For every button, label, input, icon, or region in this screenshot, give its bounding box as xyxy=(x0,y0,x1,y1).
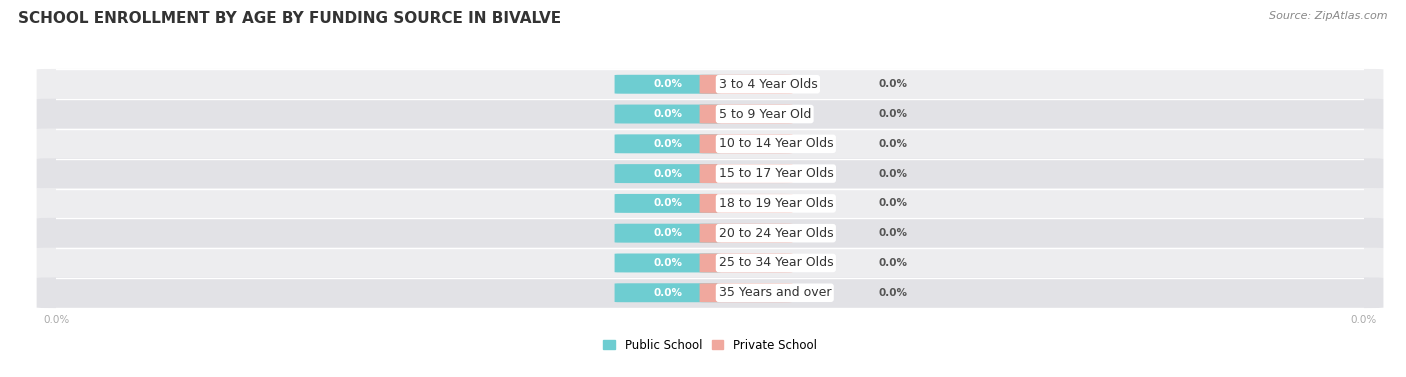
FancyBboxPatch shape xyxy=(37,188,1384,219)
Text: 0.0%: 0.0% xyxy=(879,79,908,89)
FancyBboxPatch shape xyxy=(700,134,793,153)
Text: 18 to 19 Year Olds: 18 to 19 Year Olds xyxy=(718,197,834,210)
FancyBboxPatch shape xyxy=(37,277,1384,308)
Text: 0.0%: 0.0% xyxy=(879,258,908,268)
Text: 0.0%: 0.0% xyxy=(879,198,908,208)
Text: 35 Years and over: 35 Years and over xyxy=(718,286,831,299)
FancyBboxPatch shape xyxy=(700,283,793,302)
FancyBboxPatch shape xyxy=(614,104,720,124)
Text: 10 to 14 Year Olds: 10 to 14 Year Olds xyxy=(718,137,834,150)
FancyBboxPatch shape xyxy=(614,134,720,153)
FancyBboxPatch shape xyxy=(37,99,1384,129)
FancyBboxPatch shape xyxy=(614,224,720,243)
Text: 0.0%: 0.0% xyxy=(652,169,682,179)
Text: 0.0%: 0.0% xyxy=(652,288,682,298)
FancyBboxPatch shape xyxy=(614,253,720,273)
FancyBboxPatch shape xyxy=(614,164,720,183)
Text: 3 to 4 Year Olds: 3 to 4 Year Olds xyxy=(718,78,817,91)
FancyBboxPatch shape xyxy=(37,129,1384,159)
FancyBboxPatch shape xyxy=(614,283,720,302)
Text: 0.0%: 0.0% xyxy=(652,228,682,238)
FancyBboxPatch shape xyxy=(700,75,793,94)
Text: 20 to 24 Year Olds: 20 to 24 Year Olds xyxy=(718,227,834,240)
FancyBboxPatch shape xyxy=(700,164,793,183)
Legend: Public School, Private School: Public School, Private School xyxy=(599,334,821,356)
FancyBboxPatch shape xyxy=(700,104,793,124)
FancyBboxPatch shape xyxy=(37,158,1384,189)
Text: 5 to 9 Year Old: 5 to 9 Year Old xyxy=(718,107,811,121)
Text: 0.0%: 0.0% xyxy=(652,79,682,89)
FancyBboxPatch shape xyxy=(614,75,720,94)
Text: 0.0%: 0.0% xyxy=(652,258,682,268)
Text: 15 to 17 Year Olds: 15 to 17 Year Olds xyxy=(718,167,834,180)
Text: 0.0%: 0.0% xyxy=(652,139,682,149)
FancyBboxPatch shape xyxy=(37,218,1384,248)
FancyBboxPatch shape xyxy=(37,248,1384,278)
Text: 0.0%: 0.0% xyxy=(879,288,908,298)
Text: Source: ZipAtlas.com: Source: ZipAtlas.com xyxy=(1270,11,1388,21)
Text: 0.0%: 0.0% xyxy=(652,198,682,208)
Text: 0.0%: 0.0% xyxy=(879,228,908,238)
FancyBboxPatch shape xyxy=(700,194,793,213)
Text: 0.0%: 0.0% xyxy=(879,169,908,179)
Text: 0.0%: 0.0% xyxy=(879,139,908,149)
Text: SCHOOL ENROLLMENT BY AGE BY FUNDING SOURCE IN BIVALVE: SCHOOL ENROLLMENT BY AGE BY FUNDING SOUR… xyxy=(18,11,561,26)
Text: 0.0%: 0.0% xyxy=(652,109,682,119)
FancyBboxPatch shape xyxy=(700,253,793,273)
Text: 0.0%: 0.0% xyxy=(879,109,908,119)
FancyBboxPatch shape xyxy=(37,69,1384,100)
FancyBboxPatch shape xyxy=(700,224,793,243)
Text: 25 to 34 Year Olds: 25 to 34 Year Olds xyxy=(718,256,834,270)
FancyBboxPatch shape xyxy=(614,194,720,213)
